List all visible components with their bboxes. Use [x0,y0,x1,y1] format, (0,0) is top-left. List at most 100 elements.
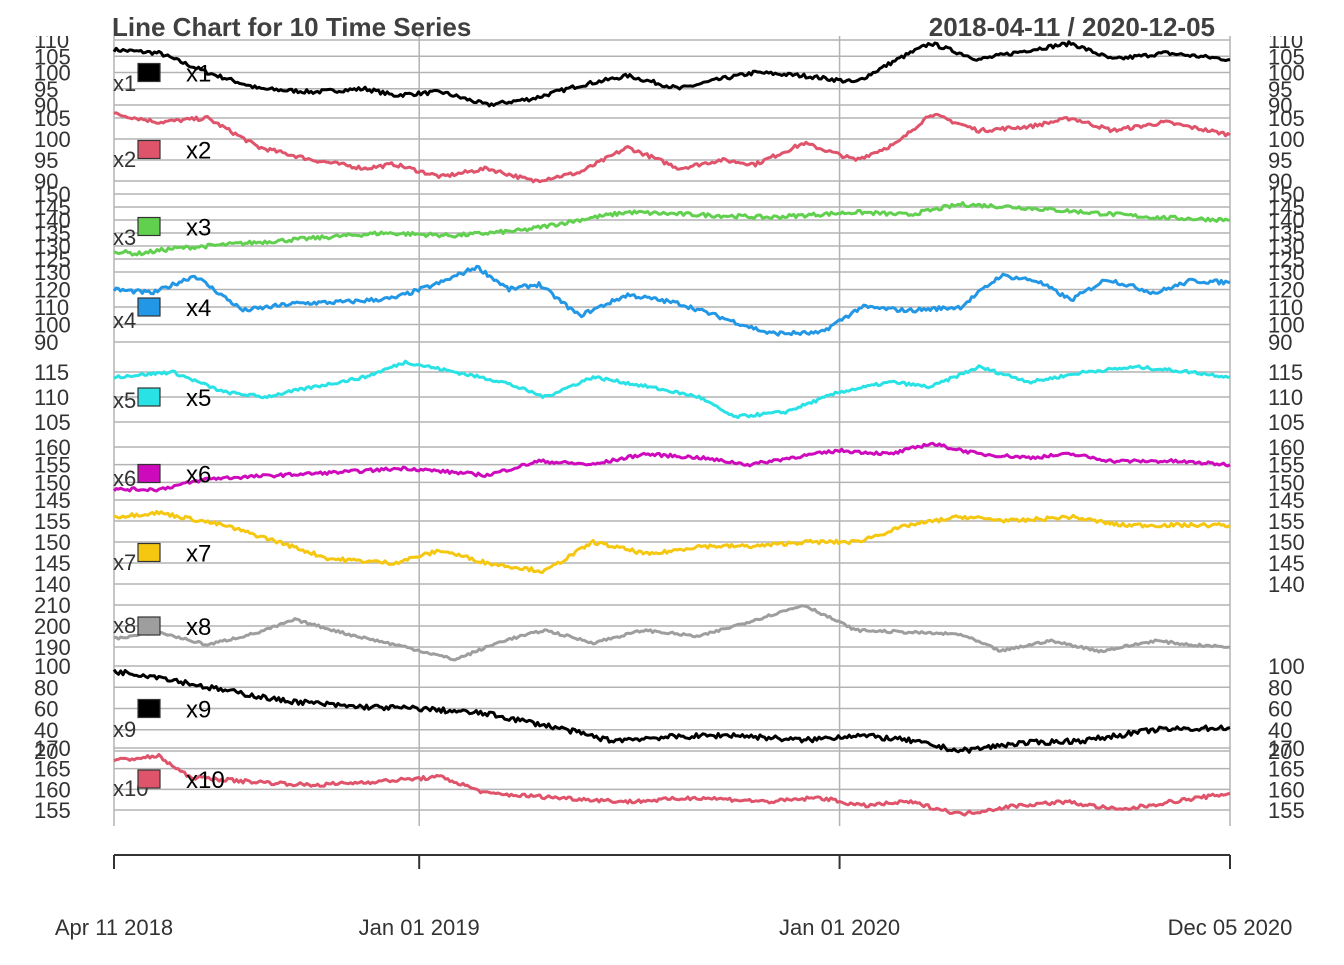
y-tick-label: 190 [34,635,71,660]
y-tick-label: 95 [1268,77,1292,102]
y-tick-label: 150 [1268,530,1305,555]
legend-label-x4: x4 [186,295,211,322]
y-tick-label: 150 [34,470,71,495]
y-tick-label: 135 [1268,221,1305,246]
y-tick-label: 110 [1268,385,1303,410]
x-tick-label: Jan 01 2020 [779,915,900,940]
y-tick-label: 110 [34,295,69,320]
legend-label-x10: x10 [186,767,225,794]
y-tick-label: 155 [1268,798,1305,823]
legend-label-x2: x2 [186,138,211,165]
y-tick-label: 40 [34,718,58,743]
y-tick-label: 150 [1268,470,1305,495]
y-tick-label: 210 [34,593,71,618]
y-tick-label: 90 [34,93,58,118]
y-tick-label: 100 [1268,654,1305,679]
y-tick-label: 160 [34,777,71,802]
series-line-x3 [113,201,1231,257]
y-tick-label: 105 [34,106,71,131]
y-tick-label: 60 [34,697,58,722]
y-tick-label: 140 [34,208,71,233]
legend-swatch-x7 [137,542,161,563]
y-tick-label: 145 [34,488,71,513]
series-line-x8 [113,604,1231,662]
y-tick-label: 100 [1268,127,1305,152]
series-line-x1 [112,40,1231,108]
y-tick-label: 155 [34,509,71,534]
y-tick-label: 160 [1268,777,1305,802]
y-tick-label: 145 [34,195,71,220]
y-tick-label: 80 [1268,675,1292,700]
y-tick-label: 100 [1268,61,1305,86]
y-tick-label: 145 [1268,488,1305,513]
y-tick-label: 140 [34,572,71,597]
y-tick-label: 165 [1268,757,1305,782]
legend-swatch-x4 [137,297,161,317]
y-tick-label: 120 [34,278,71,303]
legend-swatch-x3 [137,216,161,237]
y-tick-label: 100 [34,127,71,152]
y-tick-label: 90 [34,169,58,194]
y-tick-label: 145 [34,551,71,576]
panel-label-x2: x2 [113,147,136,172]
legend-label-x7: x7 [186,541,211,568]
legend-label-x8: x8 [186,614,211,641]
y-tick-label: 20 [1268,739,1292,764]
y-tick-label: 170 [34,736,71,761]
y-tick-label: 145 [1268,551,1305,576]
panel-label-x4: x4 [113,308,136,333]
y-tick-label: 100 [34,654,71,679]
y-tick-label: 165 [34,757,71,782]
y-tick-label: 150 [34,530,71,555]
y-tick-label: 105 [34,410,71,435]
panel-label-x1: x1 [113,71,136,96]
y-tick-label: 20 [34,739,58,764]
panel-label-x6: x6 [113,466,136,491]
y-tick-label: 130 [1268,260,1305,285]
y-tick-label: 100 [1268,313,1305,338]
y-tick-label: 140 [1268,208,1305,233]
y-tick-label: 130 [1268,234,1305,259]
y-tick-label: 105 [1268,410,1305,435]
y-tick-label: 60 [1268,697,1292,722]
chart-date-range: 2018-04-11 / 2020-12-05 [929,12,1215,42]
y-tick-label: 80 [34,675,58,700]
y-tick-label: 145 [1268,195,1305,220]
series-line-x5 [113,359,1231,420]
y-tick-label: 40 [1268,718,1292,743]
y-tick-label: 160 [1268,435,1305,460]
y-tick-label: 105 [1268,44,1305,69]
legend-swatch-x5 [137,387,161,407]
legend-label-x9: x9 [186,697,211,724]
legend-swatch-x6 [137,463,161,484]
legend-label-x3: x3 [186,215,211,242]
y-tick-label: 115 [1268,360,1303,385]
legend-label-x5: x5 [186,385,211,412]
series-line-x7 [113,509,1231,574]
y-tick-label: 110 [34,385,69,410]
y-tick-label: 100 [34,313,71,338]
y-tick-label: 115 [34,360,69,385]
y-tick-label: 105 [34,44,71,69]
y-tick-label: 200 [34,614,71,639]
panel-label-x5: x5 [113,388,136,413]
y-tick-label: 130 [34,260,71,285]
x-tick-label: Jan 01 2019 [359,915,480,940]
y-tick-label: 100 [34,61,71,86]
y-tick-label: 90 [34,330,58,355]
y-tick-label: 110 [1268,295,1303,320]
y-tick-label: 90 [1268,169,1292,194]
series-line-x10 [113,753,1231,817]
y-tick-label: 120 [1268,278,1305,303]
legend-swatch-x2 [137,139,161,160]
y-tick-label: 170 [1268,736,1305,761]
y-tick-label: 155 [34,453,71,478]
y-tick-label: 140 [1268,572,1305,597]
legend-label-x1: x1 [186,61,211,88]
panel-label-x8: x8 [113,613,136,638]
y-tick-label: 90 [1268,93,1292,118]
y-tick-label: 155 [34,798,71,823]
y-tick-label: 105 [1268,106,1305,131]
